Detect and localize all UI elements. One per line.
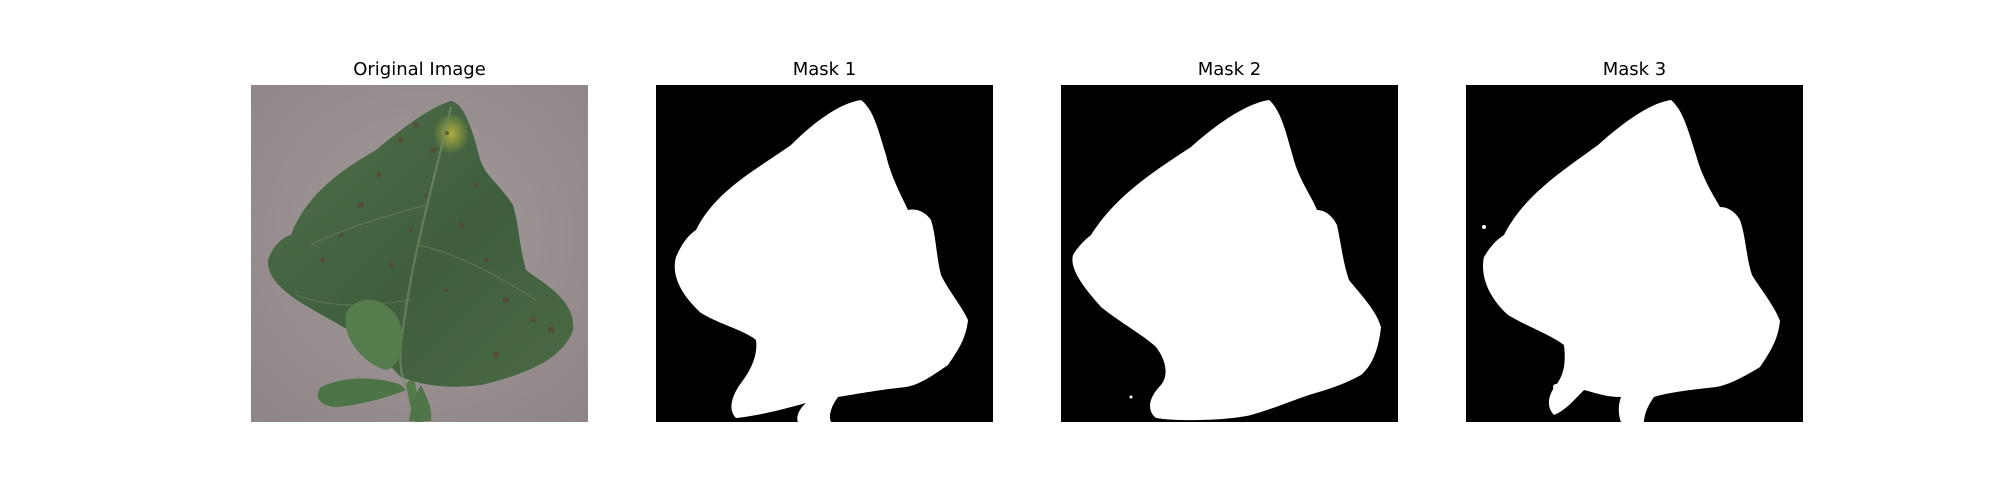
mask-1-image	[656, 85, 993, 422]
panel-title: Mask 3	[1466, 55, 1803, 85]
mask-2-image	[1061, 85, 1398, 422]
panel-title: Mask 2	[1061, 55, 1398, 85]
original-leaf-photo	[251, 85, 588, 422]
mask-3-image	[1466, 85, 1803, 422]
panel-mask-1: Mask 1	[656, 55, 993, 85]
panel-mask-3: Mask 3	[1466, 55, 1803, 85]
panel-title: Original Image	[251, 55, 588, 85]
panel-mask-2: Mask 2	[1061, 55, 1398, 85]
panel-original-image: Original Image	[251, 55, 588, 85]
panel-title: Mask 1	[656, 55, 993, 85]
